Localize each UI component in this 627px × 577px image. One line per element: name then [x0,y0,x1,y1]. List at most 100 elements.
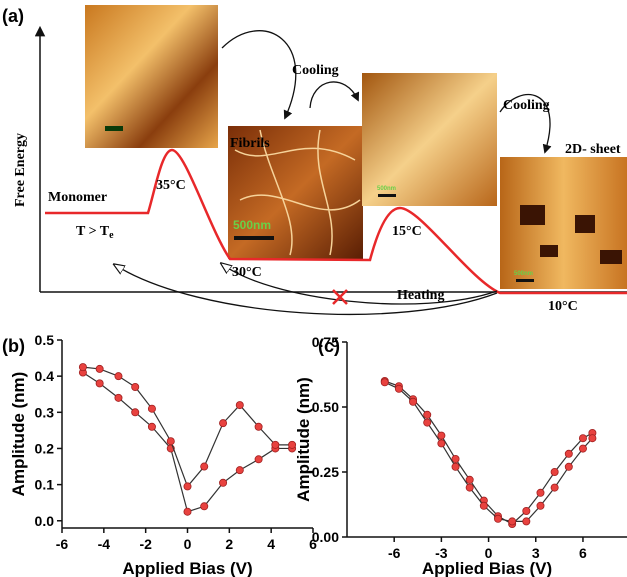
data-point [95,379,104,388]
data-point [508,517,517,526]
y-tick-label: 0.5 [35,332,55,348]
sheet-texture [520,205,622,264]
data-point [578,444,587,453]
data-point [147,422,156,431]
condition-sub: e [109,230,114,241]
y-axis-label: Free Energy [13,133,28,207]
process-label: Cooling [292,63,339,78]
x-tick-label: -4 [98,536,111,552]
data-point [183,507,192,516]
data-point [522,517,531,526]
data-point [423,418,432,427]
data-point [536,488,545,497]
scale-bar [234,236,274,240]
data-point [147,404,156,413]
x-tick-label: -3 [435,545,448,561]
data-point [465,475,474,484]
scale-label: 500nm [377,186,396,192]
scale-bar [516,279,534,282]
data-point [95,364,104,373]
arrow [221,30,297,120]
scale-label: 500nm [233,218,271,232]
heating-arrow [222,264,498,305]
series-line [384,380,593,525]
data-point [394,384,403,393]
afm-image [85,5,218,148]
condition-main: T > T [76,224,110,239]
data-point [494,514,503,523]
panel-a: (a) Free Energy 500nm 500nm 500nm Monome… [2,5,627,316]
data-point [271,440,280,449]
data-point [550,467,559,476]
panel-label: (c) [318,336,340,356]
data-point [564,462,573,471]
data-point [437,431,446,440]
x-tick-label: 6 [579,545,587,561]
data-point [479,501,488,510]
y-tick-label: 0.4 [35,368,55,384]
series-line [384,381,593,522]
process-label: Cooling [503,98,550,113]
y-tick-label: 0.2 [35,440,55,456]
data-point [114,393,123,402]
data-point [380,378,389,387]
y-tick-label: 0.00 [312,529,339,545]
arrow [309,81,360,109]
x-tick-label: 0 [184,536,192,552]
scale-label: 500nm [514,271,533,277]
scale-bar [378,194,396,197]
data-point [131,382,140,391]
series-line [82,372,293,513]
y-tick-label: 0.1 [35,477,55,493]
state-label: Fibrils [230,136,270,151]
data-point [235,401,244,410]
panel-label: (a) [2,6,24,26]
data-point [588,434,597,443]
temperature-label: 10°C [548,299,578,314]
data-point [114,372,123,381]
y-axis-label: Amplitude (nm) [9,372,28,497]
x-axis-label: Applied Bias (V) [422,559,552,577]
data-point [219,419,228,428]
x-tick-label: -2 [139,536,152,552]
x-tick-label: 3 [532,545,540,561]
data-point [578,434,587,443]
temperature-label: 30°C [232,265,262,280]
afm-image [500,157,627,289]
data-point [409,397,418,406]
data-point [465,483,474,492]
x-tick-label: 2 [225,536,233,552]
blocked-mark [332,289,348,305]
y-tick-label: 0.25 [312,464,339,480]
y-tick-label: 0.50 [312,399,339,415]
state-label: Monomer [48,190,107,205]
y-tick-label: 0.3 [35,404,55,420]
scale-bar [105,126,123,131]
data-point [536,501,545,510]
data-point [200,502,209,511]
data-point [550,483,559,492]
x-tick-label: -6 [56,536,69,552]
data-point [131,408,140,417]
data-point [288,440,297,449]
x-tick-label: 6 [309,536,317,552]
data-point [564,449,573,458]
data-point [451,462,460,471]
data-point [423,410,432,419]
data-point [451,454,460,463]
temperature-label: 35°C [156,178,186,193]
data-point [522,506,531,515]
x-tick-label: 0 [485,545,493,561]
x-axis-label: Applied Bias (V) [122,559,252,577]
data-point [254,455,263,464]
data-point [219,478,228,487]
data-point [200,462,209,471]
panel-label: (b) [2,336,25,356]
heating-arrow [115,265,498,316]
data-point [235,466,244,475]
x-tick-label: 4 [267,536,275,552]
data-point [437,439,446,448]
y-tick-label: 0.75 [312,334,339,350]
x-tick-label: -6 [388,545,401,561]
